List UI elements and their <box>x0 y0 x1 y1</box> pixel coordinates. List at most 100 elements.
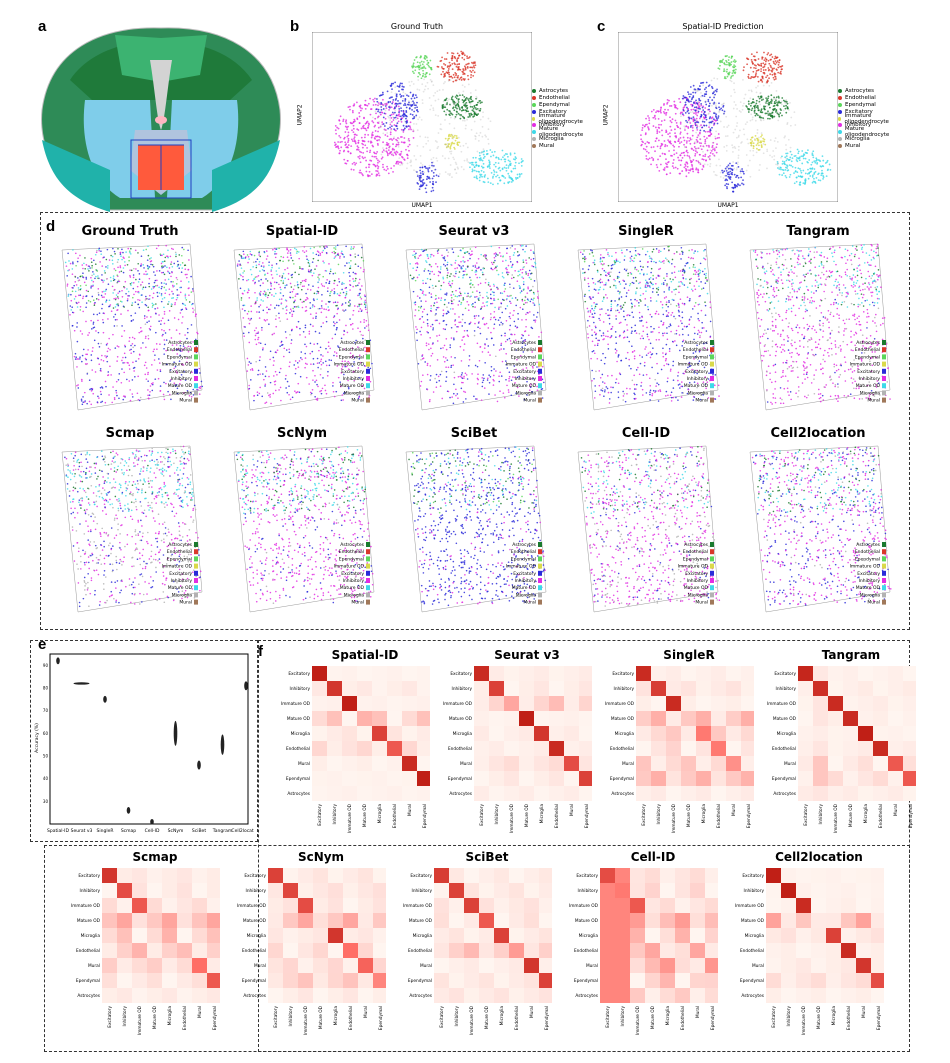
umap-point <box>493 170 496 173</box>
scatter3d-point <box>156 369 159 371</box>
umap-point <box>412 100 414 103</box>
scatter3d-point <box>193 309 195 311</box>
scatter3d-point <box>91 328 93 330</box>
legend-label: Inhibitory <box>539 122 566 129</box>
umap-point <box>718 106 720 109</box>
umap-point <box>486 166 489 168</box>
legend-swatch <box>532 136 536 141</box>
umap-point <box>394 116 397 119</box>
scatter3d-point <box>434 377 436 380</box>
umap-point <box>463 159 466 162</box>
scatter3d-point <box>256 275 258 278</box>
scatter3d-point <box>264 402 266 404</box>
umap-point <box>741 170 744 173</box>
umap-point <box>787 109 790 111</box>
umap-point <box>730 77 732 79</box>
umap-point <box>780 68 783 71</box>
scatter3d-point <box>349 275 351 277</box>
scatter3d-point <box>289 361 291 363</box>
scatter3d-point <box>332 381 334 384</box>
scatter3d-point <box>253 329 256 332</box>
scatter3d-point <box>253 399 255 402</box>
scatter3d-point <box>107 264 109 267</box>
umap-point <box>642 147 645 150</box>
scatter3d-point <box>192 311 194 313</box>
scatter3d-point <box>258 317 261 319</box>
umap-point <box>424 67 427 70</box>
umap-point <box>475 164 478 167</box>
scatter3d-point <box>452 293 455 296</box>
scatter3d-point <box>144 323 147 325</box>
scatter3d-point <box>522 244 524 247</box>
umap-point <box>684 111 687 114</box>
scatter3d-point <box>159 253 162 255</box>
scatter3d-point <box>320 363 323 366</box>
scatter3d-point <box>271 266 273 269</box>
umap-point <box>689 86 692 88</box>
umap-point <box>372 121 375 124</box>
scatter3d-point <box>116 360 118 362</box>
scatter3d-point <box>455 394 457 397</box>
umap-point <box>429 177 432 180</box>
scatter3d-point <box>279 259 281 262</box>
scatter3d-point <box>287 259 290 262</box>
umap-point <box>447 69 450 72</box>
scatter3d-point <box>160 287 163 290</box>
umap-point <box>686 132 689 135</box>
umap-point <box>711 87 714 90</box>
umap-point <box>774 98 777 101</box>
scatter3d-point <box>262 282 264 284</box>
umap-point <box>692 159 695 161</box>
scatter3d-point <box>145 248 148 251</box>
umap-point <box>812 154 814 157</box>
umap-point <box>417 182 420 185</box>
scatter3d-point <box>131 396 134 398</box>
scatter3d-point <box>333 257 336 260</box>
scatter3d-point <box>128 340 131 342</box>
umap-point <box>661 152 664 155</box>
scatter3d-point <box>253 282 256 285</box>
umap-point <box>721 171 724 174</box>
scatter3d-point <box>426 313 429 316</box>
umap-point <box>369 141 372 144</box>
umap-point <box>476 101 479 104</box>
umap-point <box>747 111 750 113</box>
scatter3d-point <box>320 368 322 370</box>
umap-point <box>664 145 666 148</box>
umap-point <box>821 155 824 158</box>
scatter3d-point <box>247 288 250 290</box>
umap-point <box>449 147 452 150</box>
umap-point <box>347 139 350 142</box>
umap-point <box>652 146 655 148</box>
scatter3d-point <box>320 392 323 395</box>
scatter3d-point <box>148 258 151 260</box>
umap-point <box>481 125 484 128</box>
scatter3d-point <box>443 299 446 301</box>
umap-point <box>652 125 655 127</box>
scatter3d-point <box>90 285 93 287</box>
scatter3d-point <box>330 359 333 362</box>
scatter3d-point <box>99 386 102 389</box>
scatter3d-point <box>134 376 136 378</box>
umap-point <box>698 99 701 101</box>
scatter3d-point <box>194 315 197 317</box>
umap-point <box>696 128 699 131</box>
umap-point <box>459 94 461 97</box>
scatter3d-point <box>199 372 201 374</box>
scatter3d-point <box>100 342 102 345</box>
scatter3d-point <box>91 264 93 267</box>
umap-point <box>771 116 774 119</box>
umap-point <box>678 145 680 148</box>
umap-point <box>466 159 469 162</box>
scatter3d-point <box>364 306 367 308</box>
scatter3d-point <box>300 351 303 353</box>
umap-point <box>681 111 684 114</box>
umap-point <box>825 175 828 178</box>
scatter3d-point <box>327 306 330 308</box>
umap-point <box>772 108 775 111</box>
umap-point <box>764 101 767 104</box>
umap-point <box>780 156 782 159</box>
umap-point <box>393 136 396 139</box>
scatter3d-point <box>276 373 278 376</box>
umap-point <box>767 117 769 120</box>
